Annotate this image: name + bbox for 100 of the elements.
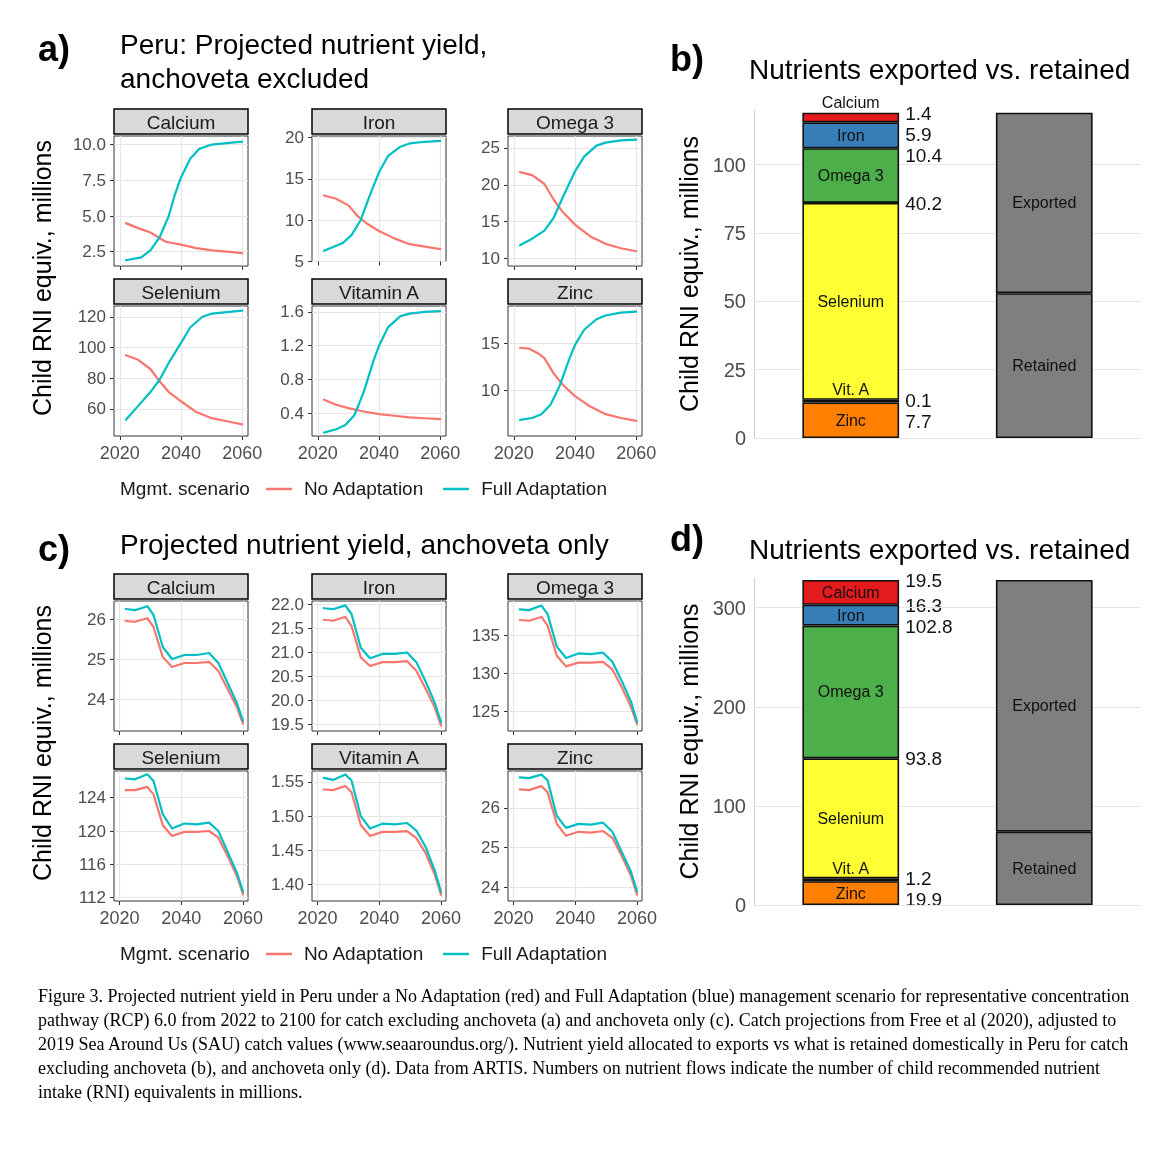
series-label: Calcium: [821, 583, 880, 601]
chart-title: Omega 3: [535, 111, 615, 133]
legend-title: Mgmt. scenario: [120, 478, 250, 500]
y-tick-label: 120: [77, 821, 106, 841]
y-tick-label: 19.5: [270, 715, 304, 735]
y-tick-label: 10: [481, 249, 500, 269]
series-label: Iron: [836, 126, 865, 144]
series-label: Selenium: [817, 809, 885, 827]
series-label: Iron: [836, 606, 865, 624]
chart-title: Zinc: [557, 281, 593, 303]
annotation: 19.5: [905, 569, 943, 591]
y-axis-title: Child RNI equiv., millions: [26, 139, 57, 418]
line-series: [124, 354, 244, 426]
y-tick-label: 1.45: [270, 840, 304, 860]
y-tick-label: 116: [78, 854, 106, 874]
x-tick-label: 2060: [223, 908, 264, 928]
x-tick-label: 2040: [554, 443, 596, 463]
line-series: [518, 138, 638, 247]
y-tick-label: 21.5: [270, 618, 304, 638]
y-tick-label: 20: [285, 128, 304, 148]
chart-title: Selenium: [141, 746, 221, 768]
y-tick-label: 0: [734, 894, 746, 916]
y-tick-label: 130: [471, 663, 500, 683]
y-tick-label: 25: [723, 358, 746, 381]
series-label: Vit. A: [832, 859, 870, 877]
line-series: [518, 346, 638, 422]
legend-label: Full Adaptation: [481, 943, 607, 965]
x-tick-label: 2060: [222, 443, 263, 463]
x-tick-label: 2040: [358, 443, 400, 463]
chart-title: Zinc: [557, 746, 593, 768]
y-tick-label: 25: [87, 649, 106, 669]
chart-title: Iron: [362, 576, 396, 598]
x-tick-label: 2040: [160, 443, 202, 463]
y-tick-label: 200: [712, 695, 746, 718]
y-tick-label: 20.0: [270, 691, 304, 711]
y-tick-label: 15: [481, 212, 500, 232]
series-label: Omega 3: [817, 683, 884, 701]
x-tick-label: 2040: [359, 908, 400, 928]
chart-title: Calcium: [146, 111, 216, 133]
line-series: [322, 139, 442, 252]
y-tick-label: 20: [481, 175, 500, 195]
chart-title: Calcium: [146, 576, 216, 598]
legend-label: No Adaptation: [303, 943, 424, 965]
text: Peru: Projected nutrient yield, anchoveta excluded: [120, 28, 489, 96]
series-label: Retained: [1012, 357, 1077, 375]
x-tick-label: 2020: [493, 908, 534, 928]
x-tick-label: 2060: [420, 443, 461, 463]
chart-title: Vitamin A: [339, 281, 420, 303]
chart-title: Nutrients exported vs. retained: [749, 53, 1131, 85]
x-tick-label: 2020: [297, 443, 338, 463]
line-series: [124, 309, 244, 421]
y-tick-label: 100: [712, 794, 746, 817]
y-tick-label: 26: [481, 798, 500, 818]
text: b): [670, 37, 704, 79]
series-label: Zinc: [835, 884, 866, 902]
y-tick-label: 120: [77, 307, 106, 327]
x-tick-label: 2040: [555, 908, 596, 928]
y-tick-label: 124: [77, 788, 106, 808]
series-label: Zinc: [835, 411, 866, 429]
series-label: Vit. A: [832, 381, 870, 399]
annotation: 7.7: [905, 410, 932, 432]
x-tick-label: 2020: [493, 443, 534, 463]
y-tick-label: 300: [712, 596, 746, 619]
caption: Figure 3. Projected nutrient yield in Peru under a No Adaptation (red) and Full Adaptation (blue) management scenario for representative concentration pathway (RCP) 6.0 from 2022 to 2100 for catch excluding anchoveta (a) and anchoveta only (c). Catch projections from Free et al (2020), adjusted to 2019 Sea Around Us (SAU) catch values (www.seaaroundus.org/). Nutrient yield allocated to exports vs what is retained domestically in Peru for catch excluding anchoveta (b), and anchoveta only (d). Data from ARTIS. Numbers on nutrient flows indicate the number of child recommended nutrient intake (RNI) equivalents in millions.: [38, 985, 1131, 1104]
y-tick-label: 10.0: [72, 135, 106, 155]
y-tick-label: 75: [723, 222, 746, 244]
y-tick-label: 80: [87, 368, 106, 388]
y-tick-label: 1.6: [280, 302, 304, 322]
x-tick-label: 2020: [297, 908, 338, 928]
y-tick-label: 135: [471, 625, 500, 645]
y-tick-label: 21.0: [270, 643, 304, 663]
y-tick-label: 112: [78, 888, 106, 908]
x-tick-label: 2060: [616, 443, 657, 463]
series-label: Exported: [1012, 697, 1077, 715]
y-tick-label: 50: [723, 290, 746, 313]
y-tick-label: 125: [471, 701, 500, 721]
annotation: 10.4: [905, 144, 943, 166]
y-tick-label: 24: [87, 689, 106, 709]
annotation: 93.8: [905, 748, 943, 770]
series-label: Calcium: [821, 94, 880, 112]
y-tick-label: 5: [294, 252, 304, 271]
y-tick-label: 0.8: [280, 369, 304, 389]
y-tick-label: 1.2: [280, 336, 304, 356]
line-series: [124, 222, 244, 255]
legend-label: No Adaptation: [303, 478, 424, 500]
annotation: 40.2: [905, 192, 943, 214]
y-axis-title: Child RNI equiv., millions: [26, 604, 57, 883]
legend-label: Full Adaptation: [481, 478, 607, 500]
annotation: 1.2: [905, 868, 932, 890]
text: d): [670, 517, 704, 559]
y-tick-label: 22.0: [270, 594, 304, 614]
line-series: [124, 140, 244, 262]
chart-title: Vitamin A: [339, 746, 420, 768]
line-series: [322, 194, 442, 251]
text: Projected nutrient yield, anchoveta only: [120, 528, 610, 562]
y-tick-label: 7.5: [82, 170, 106, 190]
x-tick-label: 2020: [99, 908, 140, 928]
series-label: Retained: [1012, 859, 1077, 877]
x-tick-label: 2060: [421, 908, 462, 928]
series-label: Omega 3: [817, 167, 884, 185]
